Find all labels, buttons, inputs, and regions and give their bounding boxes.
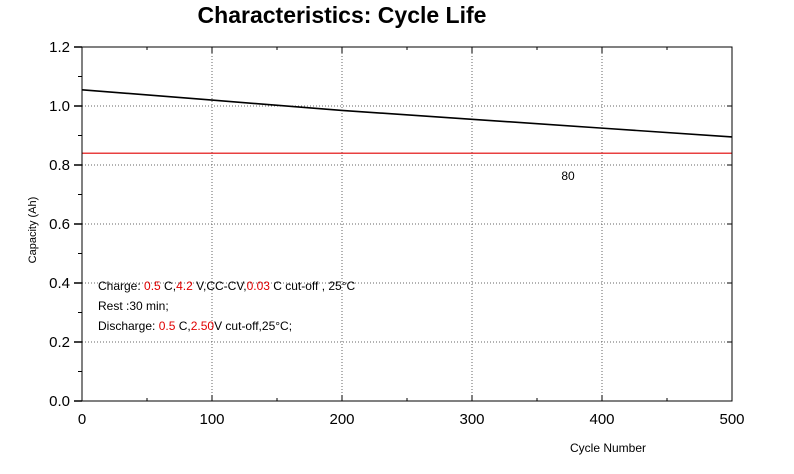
reference-line-label: 80 xyxy=(561,169,575,183)
annotation-rest: Rest :30 min; xyxy=(98,299,169,313)
x-axis-label: Cycle Number xyxy=(570,441,646,455)
y-tick-label: 0.6 xyxy=(49,216,70,233)
x-tick-label: 400 xyxy=(589,411,614,428)
grid-lines xyxy=(82,47,732,401)
capacity-line xyxy=(81,88,733,138)
annotation-discharge: Discharge: 0.5 C,2.50V cut-off,25°C; xyxy=(98,319,293,333)
y-tick-label: 1.2 xyxy=(49,39,70,56)
y-tick-label: 0.0 xyxy=(49,393,70,410)
x-tick-label: 100 xyxy=(199,411,224,428)
series-lines xyxy=(81,88,733,154)
y-tick-label: 0.4 xyxy=(49,275,70,292)
y-axis-label: Capacity (Ah) xyxy=(27,197,39,264)
y-tick-label: 0.2 xyxy=(49,334,70,351)
y-tick-label: 1.0 xyxy=(49,98,70,115)
x-tick-label: 500 xyxy=(719,411,744,428)
x-tick-label: 200 xyxy=(329,411,354,428)
chart-title: Characteristics: Cycle Life xyxy=(197,2,487,28)
annotation-charge: Charge: 0.5 C,4.2 V,CC-CV,0.03 C cut-off… xyxy=(98,279,356,293)
y-tick-label: 0.8 xyxy=(49,157,70,174)
axes: 0 100 200 300 400 500 0.0 0.2 0.4 0.6 0.8 1.0 1.2 xyxy=(49,39,744,428)
x-tick-label: 300 xyxy=(459,411,484,428)
x-tick-label: 0 xyxy=(78,411,86,428)
